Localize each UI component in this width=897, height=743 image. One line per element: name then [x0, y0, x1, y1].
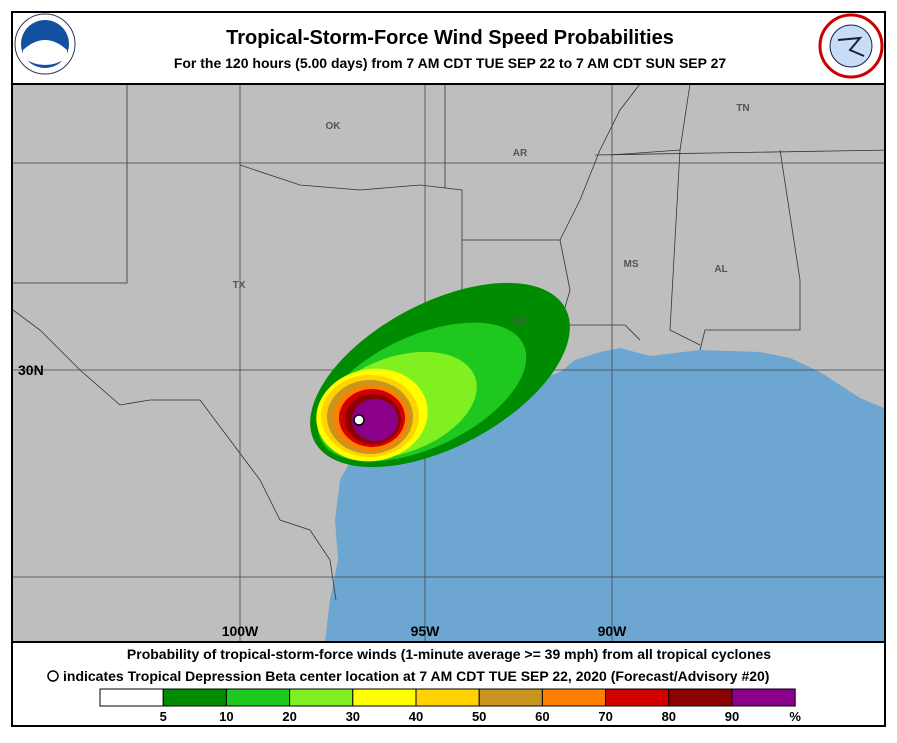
legend-swatch	[541, 688, 607, 707]
probability-contours	[310, 282, 570, 468]
state-label: AR	[513, 148, 528, 159]
state-label: OK	[326, 121, 342, 132]
legend-label: 40	[409, 709, 423, 724]
legend-label: 30	[346, 709, 360, 724]
map: OK AR TN MS AL TX LA 30N 100W 95W 90W	[13, 84, 884, 642]
storm-center	[353, 414, 365, 426]
legend-swatch	[162, 688, 227, 707]
legend-swatch	[289, 688, 354, 707]
legend-label: 90	[725, 709, 739, 724]
longitude-label: 90W	[598, 623, 628, 639]
title: Tropical-Storm-Force Wind Speed Probabil…	[226, 27, 674, 49]
legend-swatch	[668, 688, 733, 707]
frame	[11, 11, 886, 727]
legend-swatch	[605, 688, 670, 707]
state-borders	[13, 84, 884, 601]
legend-swatch	[478, 688, 543, 707]
longitude-label: 100W	[222, 623, 259, 639]
legend-swatch	[225, 688, 291, 707]
state-label: MS	[624, 259, 639, 270]
subtitle: For the 120 hours (5.00 days) from 7 AM …	[174, 55, 727, 71]
nws-logo	[818, 13, 884, 79]
latitude-label: 30N	[18, 362, 44, 378]
legend-label: 80	[662, 709, 676, 724]
legend-label: 70	[598, 709, 612, 724]
footer-line: indicates Tropical Depression Beta cente…	[63, 668, 769, 684]
state-label: AL	[714, 264, 727, 275]
legend-label: 5	[160, 709, 167, 724]
legend-label: 10	[219, 709, 233, 724]
probability-contour	[352, 399, 398, 441]
legend-swatch	[415, 688, 480, 707]
state-label: TN	[736, 103, 749, 114]
legend-label: 20	[282, 709, 296, 724]
noaa-logo	[14, 13, 76, 75]
footer-line: Probability of tropical-storm-force wind…	[127, 646, 771, 662]
center-symbol	[47, 670, 59, 682]
legend-swatch	[352, 688, 417, 707]
state-label: LA	[512, 315, 525, 326]
longitude-label: 95W	[411, 623, 441, 639]
legend: 5 10 20 30 40 50 60 70 80 90%	[99, 688, 801, 724]
legend-swatch	[99, 688, 164, 707]
state-label: TX	[233, 280, 246, 291]
legend-label: 50	[472, 709, 486, 724]
legend-label: %	[789, 709, 801, 724]
legend-swatch	[731, 688, 796, 707]
legend-label: 60	[535, 709, 549, 724]
